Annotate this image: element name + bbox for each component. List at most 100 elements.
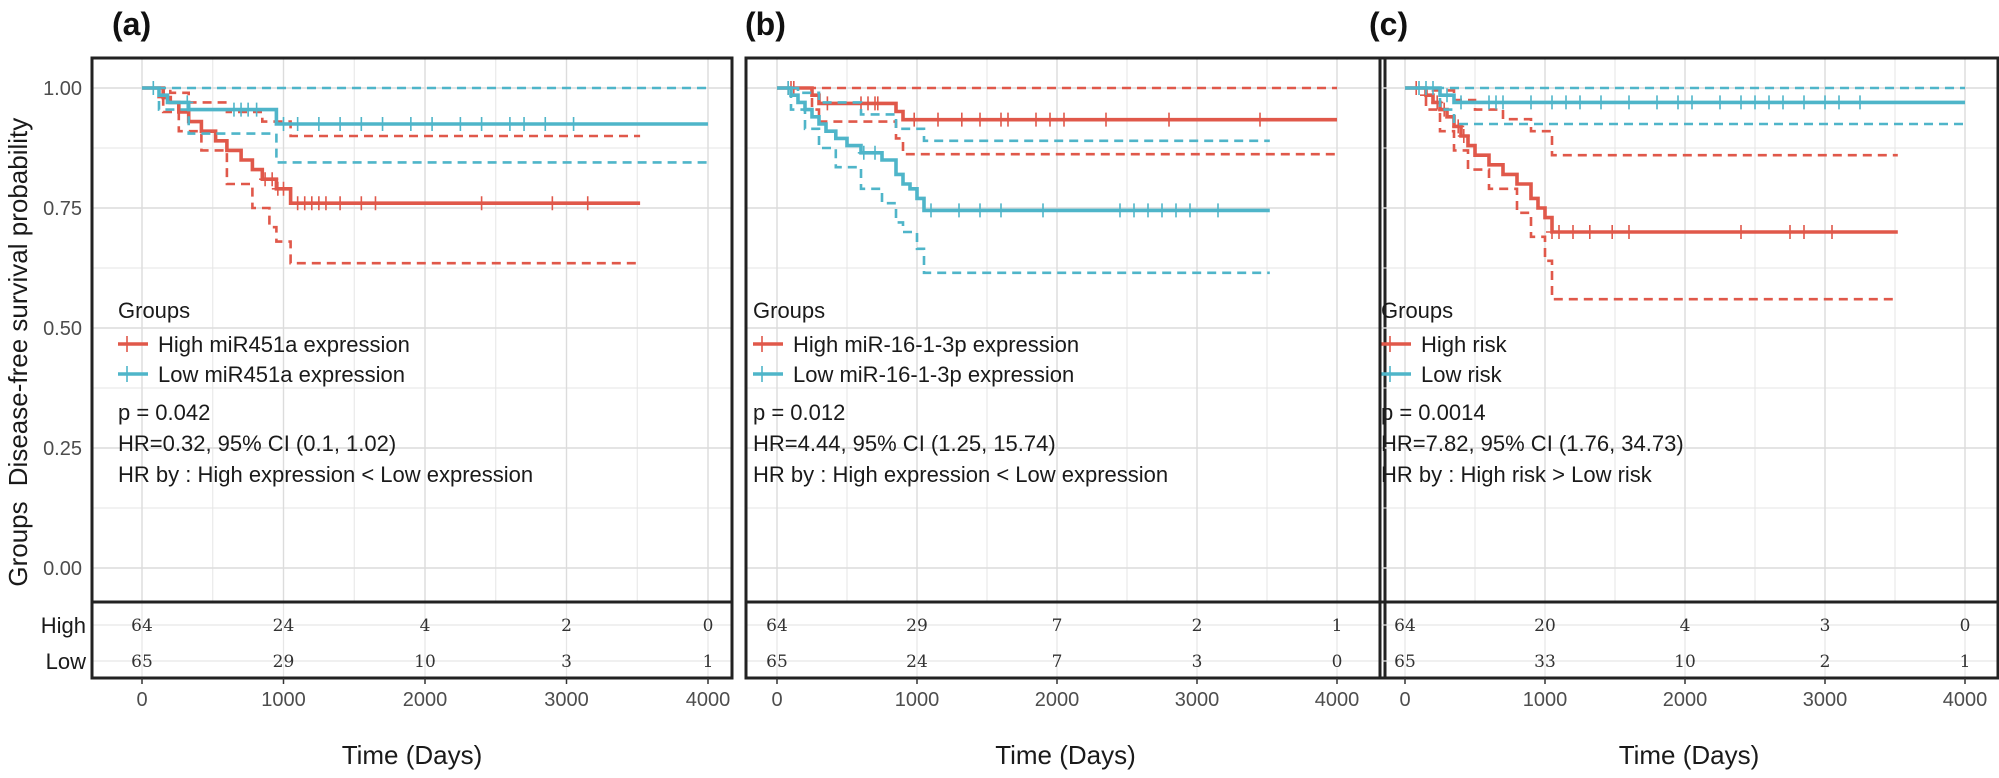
risk-count-low: 3	[561, 652, 572, 672]
censor-mark	[932, 112, 944, 127]
hazard-ratio: HR=7.82, 95% CI (1.76, 34.73)	[1381, 431, 1684, 456]
censor-mark	[1441, 88, 1453, 103]
censor-mark	[1623, 225, 1635, 239]
x-axis-title: Time (Days)	[995, 740, 1136, 770]
ci-lower-line	[142, 86, 641, 265]
risk-count-high: 20	[1534, 616, 1556, 636]
series-low	[777, 81, 1270, 275]
y-tick-label: 0.50	[43, 318, 82, 340]
censor-mark	[181, 95, 194, 110]
legend-swatch-censor	[756, 336, 768, 352]
risk-count-high: 1	[1332, 616, 1343, 636]
survival-curve	[777, 86, 1270, 213]
risk-table: 64 65 29 24 7 7 2 3 1 0	[766, 616, 1342, 672]
risk-count-low: 65	[1394, 652, 1416, 672]
censor-mark	[1833, 95, 1845, 110]
censor-mark	[1651, 95, 1663, 110]
censor-mark	[426, 117, 439, 131]
ci-upper-line	[777, 86, 1270, 143]
x-tick-label: 2000	[403, 689, 448, 711]
censor-mark	[1606, 225, 1619, 239]
legend-entry-label: Low risk	[1421, 362, 1503, 387]
legend: Groups High risk Low risk p = 0.0014 HR=7.82…	[1381, 298, 1684, 487]
legend-title: Groups	[118, 298, 190, 323]
risk-table-frame	[1378, 600, 1999, 680]
legend-entry-label: Low miR-16-1-3p expression	[793, 362, 1074, 387]
censor-mark	[974, 203, 986, 218]
survival-curve	[142, 86, 708, 126]
plot-frame	[90, 56, 734, 604]
censor-mark	[1714, 95, 1726, 110]
legend-entry-label: High risk	[1421, 332, 1508, 357]
panel-label: (b)	[745, 6, 786, 42]
censor-mark	[1142, 203, 1154, 218]
censor-mark	[995, 203, 1007, 218]
legend-swatch-censor	[121, 336, 133, 352]
censor-mark	[1184, 203, 1196, 218]
risk-count-high: 64	[131, 616, 153, 636]
censor-mark	[1583, 225, 1596, 239]
risk-row-label: High	[41, 613, 86, 638]
censor-mark	[581, 196, 594, 211]
km-panel-2: (b) Groups High miR-16-1-3p expression Low …	[744, 6, 1387, 770]
y-axis-title: Disease-free survival probability	[3, 118, 33, 486]
censor-mark	[869, 145, 881, 160]
censor-mark	[908, 112, 921, 127]
censor-mark	[1735, 225, 1747, 239]
ci-lower-line	[1405, 86, 1898, 301]
censor-mark	[1546, 95, 1558, 110]
risk-count-high: 4	[420, 616, 431, 636]
censor-mark	[1784, 225, 1796, 239]
ci-upper-line	[1405, 86, 1898, 157]
censor-mark	[1819, 95, 1831, 110]
censor-mark	[1777, 95, 1789, 110]
x-tick-label: 1000	[895, 689, 940, 711]
risk-count-high: 7	[1052, 616, 1063, 636]
censor-mark	[1525, 95, 1537, 110]
x-axis-title: Time (Days)	[342, 740, 483, 770]
risk-count-low: 29	[273, 652, 295, 672]
x-tick-label: 1000	[261, 689, 306, 711]
legend-entry-label: High miR-16-1-3p expression	[793, 332, 1079, 357]
hazard-ratio: HR=0.32, 95% CI (0.1, 1.02)	[118, 431, 396, 456]
legend-entry-label: Low miR451a expression	[158, 362, 405, 387]
censor-mark	[1560, 95, 1572, 110]
censor-mark	[1100, 112, 1112, 127]
y-tick-label: 0.00	[43, 558, 82, 580]
y-tick-label: 1.00	[43, 78, 82, 100]
legend-entry-label: High miR451a expression	[158, 332, 410, 357]
censor-mark	[1672, 95, 1684, 110]
legend-title: Groups	[753, 298, 825, 323]
risk-count-high: 0	[1960, 616, 1971, 636]
censor-mark	[1574, 95, 1586, 110]
hazard-ratio-direction: HR by : High expression < Low expression	[753, 462, 1168, 487]
series-high	[1405, 81, 1898, 301]
censor-mark	[1735, 95, 1747, 110]
ci-lower-line	[1405, 86, 1965, 126]
series-low	[142, 81, 708, 164]
legend-title: Groups	[1381, 298, 1453, 323]
y-tick-label: 0.75	[43, 198, 82, 220]
x-tick-label: 3000	[1175, 689, 1220, 711]
km-panel-1: (a) 0.00 0.25 0.50 0.75 1.00 High Low Groups High…	[41, 6, 734, 770]
censor-mark	[1595, 95, 1607, 110]
censor-mark	[312, 117, 325, 131]
censor-mark	[1567, 225, 1579, 239]
censor-mark	[1058, 112, 1070, 127]
censor-mark	[1553, 225, 1565, 239]
risk-count-low: 0	[1332, 652, 1343, 672]
censor-mark	[1623, 95, 1635, 110]
hazard-ratio: HR=4.44, 95% CI (1.25, 15.74)	[753, 431, 1056, 456]
x-tick-label: 0	[771, 689, 782, 711]
censor-mark	[953, 203, 965, 218]
x-tick-label: 3000	[544, 689, 589, 711]
risk-table-frame	[744, 600, 1387, 680]
x-tick-label: 4000	[1315, 689, 1360, 711]
risk-count-high: 64	[766, 616, 788, 636]
censor-mark	[277, 117, 290, 131]
censor-mark	[1457, 129, 1470, 143]
ci-lower-line	[777, 86, 1337, 156]
legend-swatch-censor	[1384, 366, 1396, 382]
legend-swatch-censor	[756, 366, 768, 382]
risk-count-low: 2	[1820, 652, 1831, 672]
